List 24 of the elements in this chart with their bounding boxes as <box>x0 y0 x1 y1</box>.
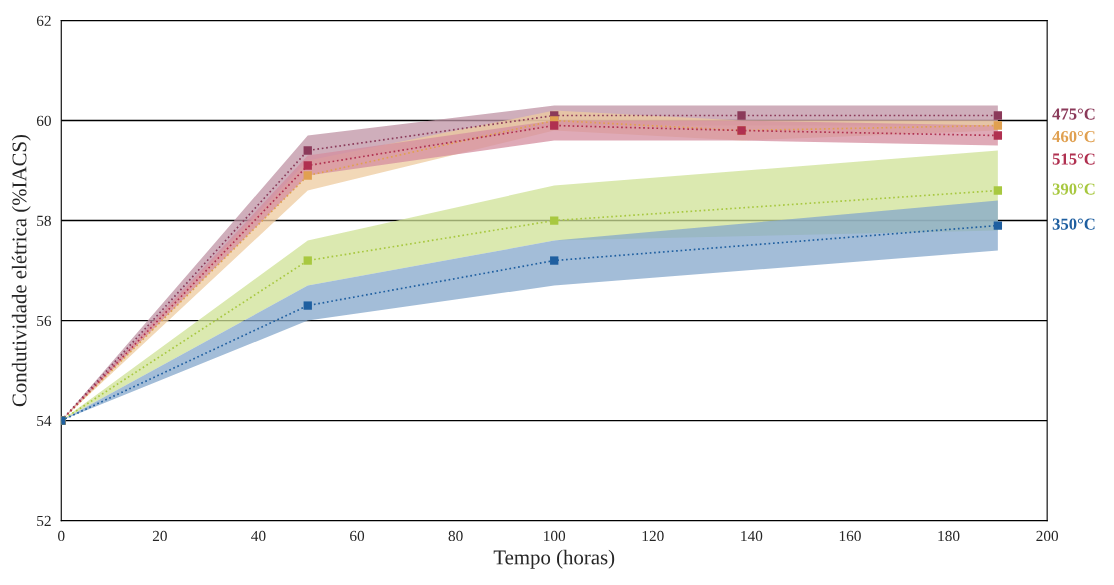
x-tick-label: 60 <box>350 530 365 542</box>
x-tick-label: 20 <box>152 530 167 542</box>
y-axis-title: Condutividade elétrica (%IACS) <box>11 134 31 407</box>
text: 460°C <box>1052 130 1095 143</box>
x-tick-label: 140 <box>741 530 763 542</box>
x-tick-label: 160 <box>839 530 861 542</box>
y-tick-label: 62 <box>36 15 51 26</box>
x-tick-label: 180 <box>938 530 960 542</box>
x-axis-title: Tempo (horas) <box>493 549 615 569</box>
y-tick-label: 60 <box>36 115 51 126</box>
y-tick-label: 52 <box>37 515 51 527</box>
y-tick-label: 56 <box>37 315 52 327</box>
y-tick-label: 54 <box>37 415 52 427</box>
x-tick-label: 0 <box>58 530 65 542</box>
x-tick-label: 40 <box>251 530 266 542</box>
text: 515°C <box>1052 153 1095 165</box>
y-tick-label: 58 <box>37 215 51 226</box>
text: 390°C <box>1052 183 1095 195</box>
x-tick-label: 200 <box>1036 530 1059 542</box>
text: 350°C <box>1052 218 1095 230</box>
x-tick-label: 120 <box>642 530 664 542</box>
x-tick-label: 80 <box>448 530 463 542</box>
text: 475°C <box>1052 108 1095 120</box>
x-tick-label: 100 <box>544 530 566 542</box>
